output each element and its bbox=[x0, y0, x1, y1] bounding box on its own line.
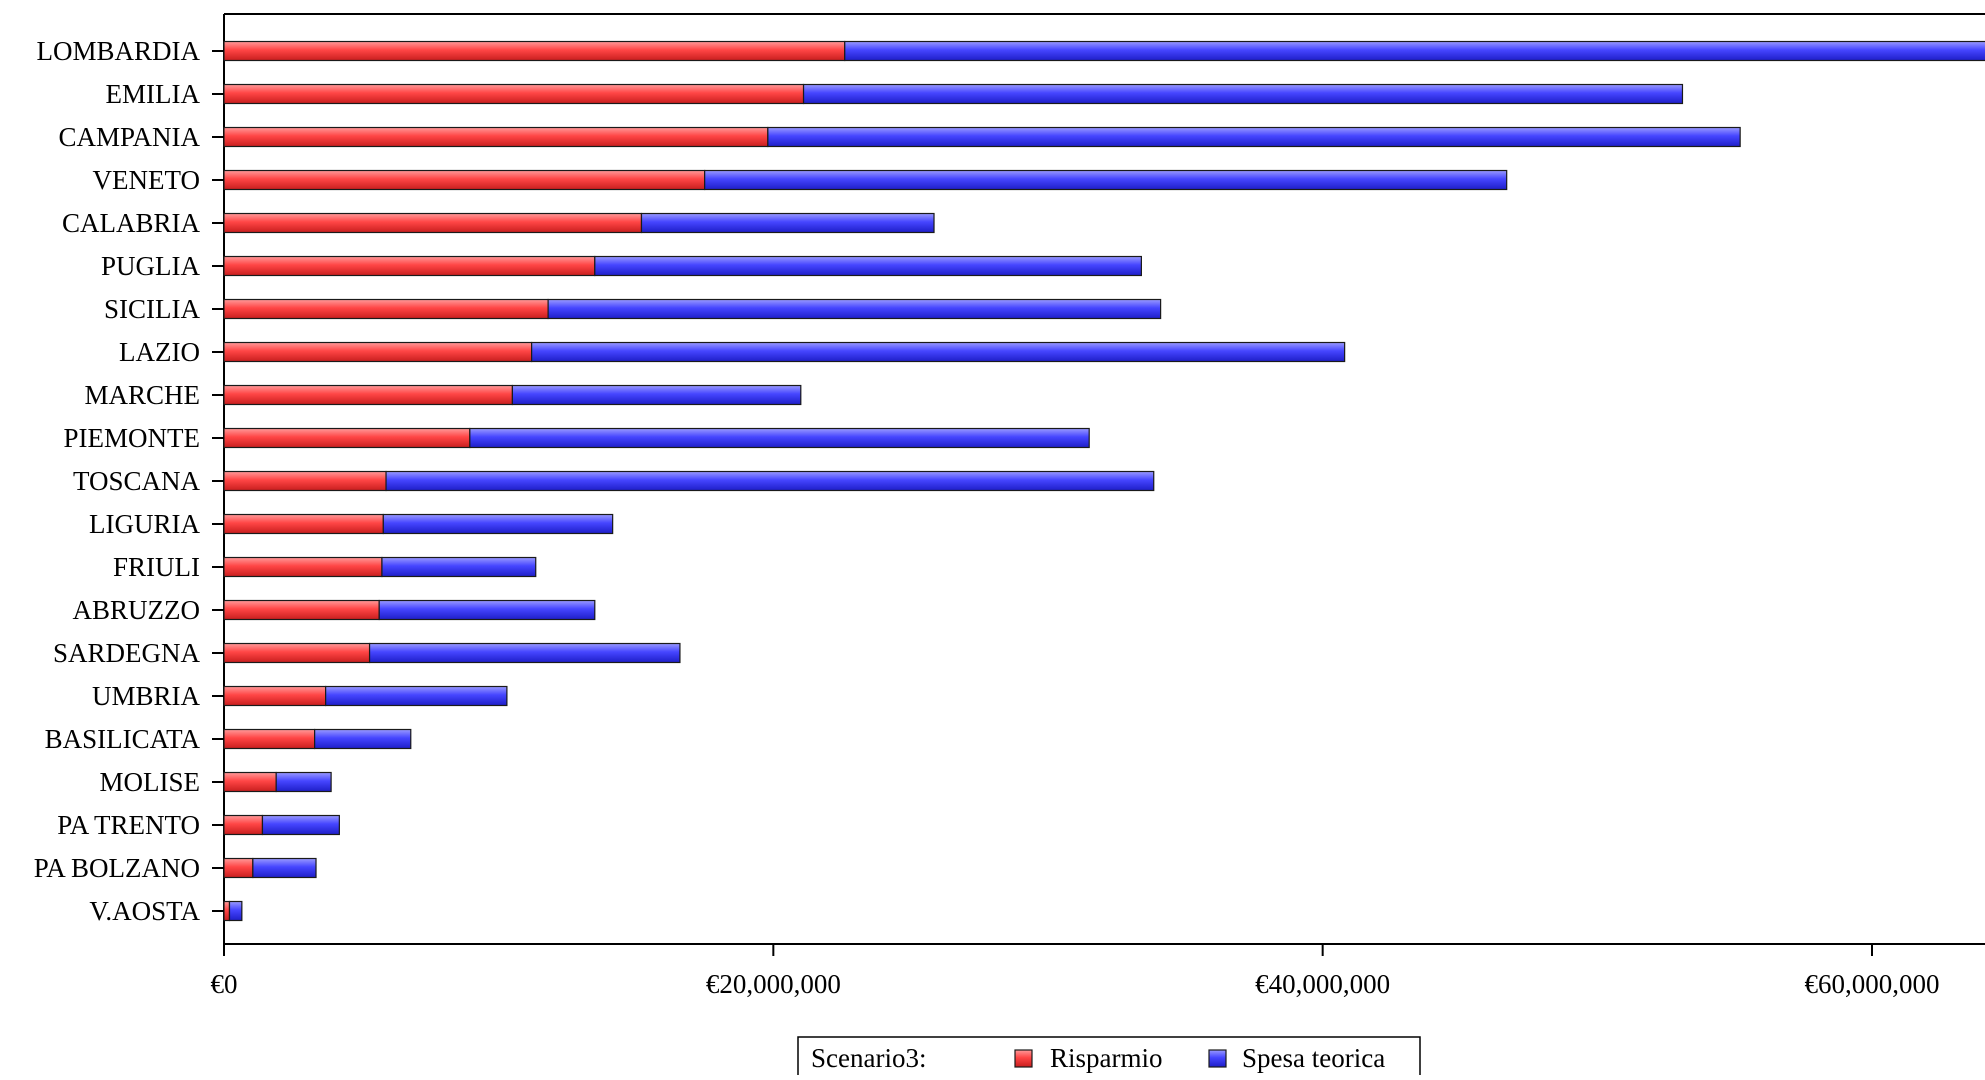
legend-swatch-spesa-teorica bbox=[1208, 1049, 1227, 1068]
legend-swatch-risparmio bbox=[1014, 1049, 1033, 1068]
bar-risparmio bbox=[223, 427, 471, 449]
bar-risparmio bbox=[223, 857, 254, 879]
bar-spesa-teorica bbox=[314, 728, 412, 750]
category-label: CALABRIA bbox=[62, 208, 201, 238]
legend-box bbox=[797, 1036, 1421, 1080]
x-tick-label: €0 bbox=[211, 969, 238, 999]
bar-risparmio bbox=[223, 771, 277, 793]
bar-risparmio bbox=[223, 40, 846, 62]
category-label: EMILIA bbox=[106, 79, 201, 109]
bar-risparmio bbox=[223, 298, 549, 320]
bar-risparmio bbox=[223, 814, 264, 836]
bar-risparmio bbox=[223, 728, 316, 750]
category-label: BASILICATA bbox=[45, 724, 201, 754]
x-tick-label: €20,000,000 bbox=[706, 969, 841, 999]
y-axis: LOMBARDIA EMILIA CAMPANIA VENETO CALABRIA PUG… bbox=[34, 36, 224, 926]
category-label: PIEMONTE bbox=[64, 423, 201, 453]
bar-spesa-teorica bbox=[275, 771, 332, 793]
bar-risparmio bbox=[223, 341, 533, 363]
bar-spesa-teorica bbox=[767, 126, 1741, 148]
category-label: TOSCANA bbox=[73, 466, 201, 496]
bar-risparmio bbox=[223, 599, 380, 621]
bar-risparmio bbox=[223, 255, 596, 277]
category-label: SICILIA bbox=[104, 294, 200, 324]
legend-label-spesa-teorica: Spesa teorica bbox=[1242, 1043, 1385, 1073]
bar-spesa-teorica bbox=[704, 169, 1508, 191]
bar-spesa-teorica bbox=[469, 427, 1090, 449]
bar-risparmio bbox=[223, 642, 371, 664]
category-label: LOMBARDIA bbox=[36, 36, 200, 66]
bar-spesa-teorica bbox=[531, 341, 1346, 363]
x-tick-label: €60,000,000 bbox=[1805, 969, 1940, 999]
bar-risparmio bbox=[223, 384, 513, 406]
bar-spesa-teorica bbox=[382, 513, 614, 535]
category-label: LAZIO bbox=[119, 337, 200, 367]
category-label: CAMPANIA bbox=[58, 122, 200, 152]
category-label: UMBRIA bbox=[92, 681, 201, 711]
x-axis: €0 €20,000,000 €40,000,000 €60,000,000 bbox=[211, 944, 1940, 999]
bar-spesa-teorica bbox=[381, 556, 537, 578]
bar-spesa-teorica bbox=[385, 470, 1155, 492]
bar-spesa-teorica bbox=[261, 814, 340, 836]
bars bbox=[223, 40, 1985, 922]
legend: Scenario3: Risparmio Spesa teorica bbox=[797, 1036, 1421, 1080]
bar-risparmio bbox=[223, 556, 383, 578]
category-label: ABRUZZO bbox=[73, 595, 201, 625]
bar-spesa-teorica bbox=[325, 685, 508, 707]
bar-spesa-teorica bbox=[844, 40, 1985, 62]
bar-risparmio bbox=[223, 685, 327, 707]
category-label: PA TRENTO bbox=[57, 810, 200, 840]
category-label: LIGURIA bbox=[89, 509, 200, 539]
bar-spesa-teorica bbox=[802, 83, 1684, 105]
bar-spesa-teorica bbox=[511, 384, 802, 406]
bar-spesa-teorica bbox=[368, 642, 681, 664]
category-label: PUGLIA bbox=[101, 251, 200, 281]
bar-risparmio bbox=[223, 900, 231, 922]
x-tick-label: €40,000,000 bbox=[1255, 969, 1390, 999]
bar-spesa-teorica bbox=[640, 212, 935, 234]
category-label: SARDEGNA bbox=[53, 638, 201, 668]
category-label: VENETO bbox=[93, 165, 201, 195]
category-label: FRIULI bbox=[113, 552, 200, 582]
category-label: V.AOSTA bbox=[89, 896, 200, 926]
bar-risparmio bbox=[223, 212, 643, 234]
bar-risparmio bbox=[223, 513, 384, 535]
bar-risparmio bbox=[223, 83, 805, 105]
bar-spesa-teorica bbox=[378, 599, 596, 621]
category-label: MARCHE bbox=[84, 380, 200, 410]
bar-risparmio bbox=[223, 169, 706, 191]
legend-title: Scenario3: bbox=[811, 1043, 926, 1073]
category-label: MOLISE bbox=[100, 767, 201, 797]
bar-risparmio bbox=[223, 470, 387, 492]
legend-label-risparmio: Risparmio bbox=[1050, 1043, 1163, 1073]
bar-spesa-teorica bbox=[252, 857, 317, 879]
bar-risparmio bbox=[223, 126, 769, 148]
bar-spesa-teorica bbox=[228, 900, 243, 922]
category-label: PA BOLZANO bbox=[34, 853, 200, 883]
bar-spesa-teorica bbox=[547, 298, 1162, 320]
bar-spesa-teorica bbox=[594, 255, 1142, 277]
